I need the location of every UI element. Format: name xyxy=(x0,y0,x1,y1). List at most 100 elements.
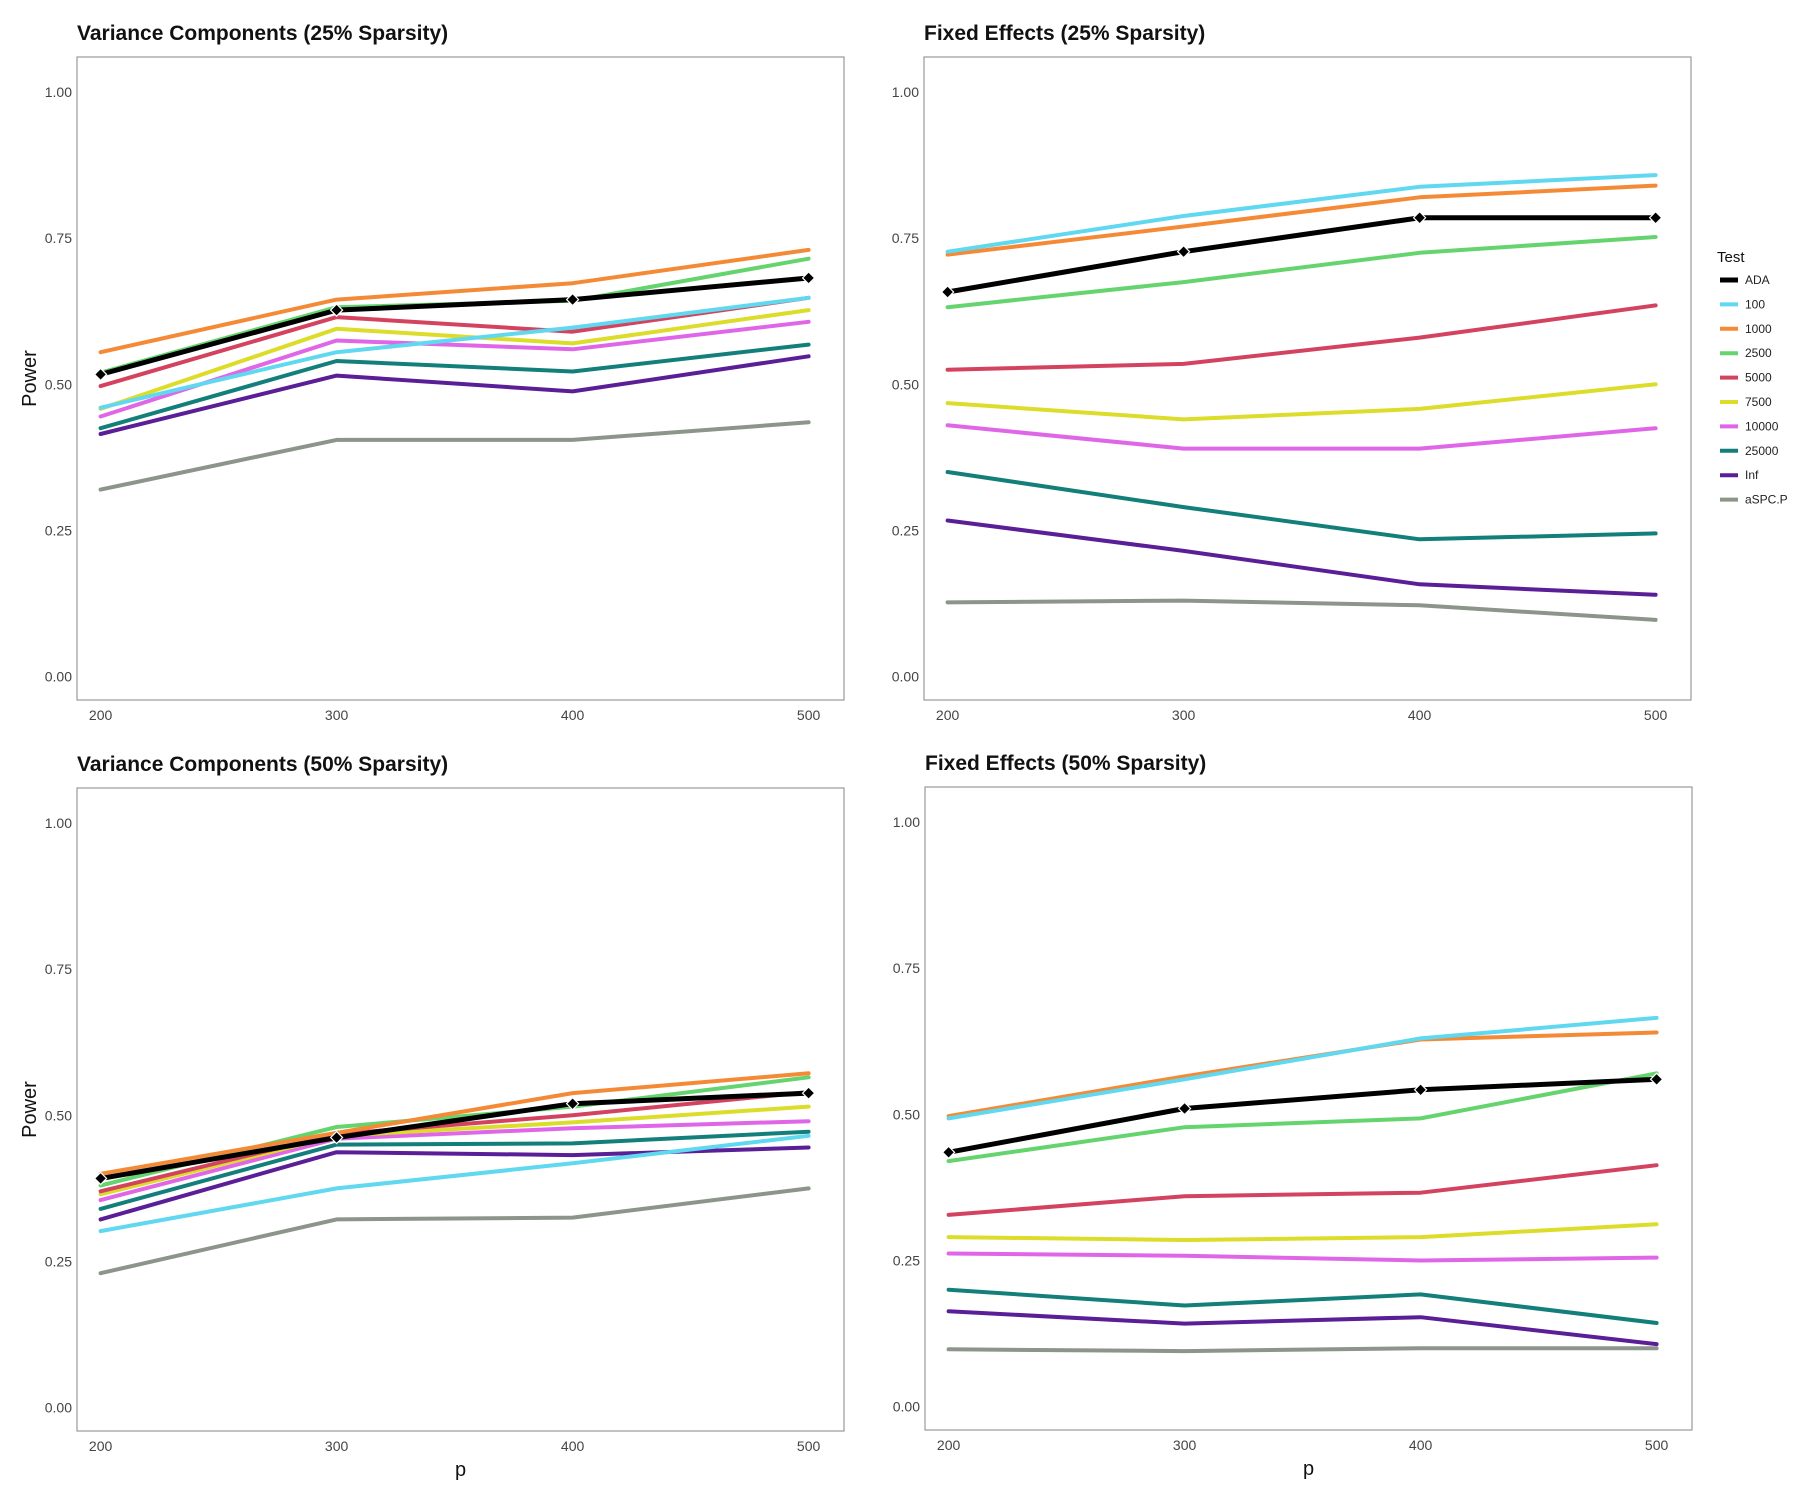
plot-border xyxy=(76,787,845,1432)
panel-1: Variance Components (25% Sparsity) 0.00 0.… xyxy=(19,22,845,723)
series-line-7500 xyxy=(945,382,1658,422)
x-tick-label: 300 xyxy=(325,1438,349,1454)
x-tick-label: 500 xyxy=(797,707,821,723)
data-point-ada xyxy=(1176,244,1191,259)
series-line-aspc-p xyxy=(945,598,1658,622)
series-line-inf xyxy=(98,354,811,436)
y-tick-label: 0.75 xyxy=(892,230,919,246)
y-tick-label: 0.75 xyxy=(45,230,72,246)
series-line-ada xyxy=(946,1076,1660,1155)
series-line-1000 xyxy=(98,247,811,355)
series-line-5000 xyxy=(98,1090,811,1194)
legend-label: 100 xyxy=(1745,297,1765,311)
x-tick-label: 400 xyxy=(1409,1437,1433,1453)
data-point-ada xyxy=(565,1096,580,1111)
y-tick-label: 1.00 xyxy=(45,84,72,100)
panel-4: Fixed Effects (50% Sparsity) 0.00 0.25 0.50… xyxy=(893,752,1693,1480)
series-line-25000 xyxy=(946,1287,1659,1325)
panels: Variance Components (25% Sparsity) 0.00 0.… xyxy=(19,22,1693,1481)
legend-item-aspc-p: aSPC.P xyxy=(1720,493,1788,507)
panel-title: Variance Components (25% Sparsity) xyxy=(77,22,448,45)
x-axis-label: p xyxy=(455,1459,466,1481)
series-line-5000 xyxy=(945,303,1658,372)
data-point-ada xyxy=(1413,1082,1428,1097)
panel-2: Fixed Effects (25% Sparsity) 0.00 0.25 0.50… xyxy=(892,22,1692,723)
data-point-ada xyxy=(1648,210,1663,225)
legend-item-1000: 1000 xyxy=(1720,322,1772,336)
y-tick-label: 0.25 xyxy=(892,522,919,538)
y-tick-label: 0.50 xyxy=(45,376,72,392)
series-line-100 xyxy=(98,1133,811,1234)
legend-label: 25000 xyxy=(1745,444,1779,458)
y-tick-label: 0.00 xyxy=(45,669,72,685)
x-tick-label: 200 xyxy=(89,707,113,723)
y-tick-label: 0.00 xyxy=(45,1400,72,1416)
data-point-ada xyxy=(1177,1101,1192,1116)
legend-item-100: 100 xyxy=(1720,297,1765,311)
x-tick-label: 200 xyxy=(89,1438,113,1454)
series-line-inf xyxy=(946,1309,1659,1347)
y-axis-label: Power xyxy=(19,350,41,407)
legend-item-2500: 2500 xyxy=(1720,346,1772,360)
x-tick-label: 300 xyxy=(1172,707,1196,723)
legend-label: 2500 xyxy=(1745,346,1772,360)
series-line-5000 xyxy=(98,295,811,389)
x-tick-label: 400 xyxy=(561,1438,585,1454)
legend-label: ADA xyxy=(1745,273,1770,287)
legend-item-25000: 25000 xyxy=(1720,444,1779,458)
panel-title: Fixed Effects (50% Sparsity) xyxy=(925,752,1206,775)
data-point-ada xyxy=(941,1145,956,1160)
data-point-ada xyxy=(93,367,108,382)
data-point-ada xyxy=(940,285,955,299)
series-line-10000 xyxy=(98,1119,811,1203)
series-line-100 xyxy=(946,1015,1659,1121)
series-line-aspc-p xyxy=(98,420,811,492)
series-line-ada xyxy=(945,215,1659,295)
data-point-ada xyxy=(565,292,580,307)
series-line-aspc-p xyxy=(98,1186,811,1276)
y-tick-label: 0.00 xyxy=(893,1399,920,1415)
x-tick-label: 300 xyxy=(1173,1437,1197,1453)
series-line-10000 xyxy=(945,423,1658,451)
series-line-7500 xyxy=(98,308,811,411)
y-tick-label: 0.25 xyxy=(45,522,72,538)
y-tick-label: 0.50 xyxy=(892,376,919,392)
legend-label: 7500 xyxy=(1745,395,1772,409)
x-axis-label: p xyxy=(1303,1458,1314,1480)
series-line-7500 xyxy=(98,1104,811,1197)
series-line-100 xyxy=(945,173,1658,254)
data-point-ada xyxy=(93,1171,108,1186)
x-tick-label: 400 xyxy=(561,707,585,723)
y-axis-label: Power xyxy=(19,1081,41,1138)
y-tick-label: 1.00 xyxy=(893,814,920,830)
y-tick-label: 1.00 xyxy=(892,84,919,100)
y-tick-label: 1.00 xyxy=(45,815,72,831)
legend-title: Test xyxy=(1717,249,1745,266)
y-tick-label: 0.25 xyxy=(45,1253,72,1269)
x-tick-label: 300 xyxy=(325,707,349,723)
y-tick-label: 0.75 xyxy=(45,961,72,977)
y-tick-label: 0.25 xyxy=(893,1252,920,1268)
series-line-inf xyxy=(945,518,1658,597)
legend-label: 10000 xyxy=(1745,419,1779,433)
data-point-ada xyxy=(1649,1072,1664,1087)
legend-label: 1000 xyxy=(1745,322,1772,336)
panel-title: Variance Components (50% Sparsity) xyxy=(77,753,448,776)
data-point-ada xyxy=(801,1086,816,1100)
x-tick-label: 500 xyxy=(797,1438,821,1454)
plot-border xyxy=(76,56,845,701)
series-line-1000 xyxy=(98,1071,811,1176)
series-line-10000 xyxy=(946,1251,1659,1263)
series-line-100 xyxy=(98,295,811,410)
data-point-ada xyxy=(329,1130,344,1145)
data-point-ada xyxy=(801,271,816,285)
y-tick-label: 0.50 xyxy=(893,1106,920,1122)
legend-item-5000: 5000 xyxy=(1720,371,1772,385)
series-line-25000 xyxy=(98,342,811,431)
legend-item-inf: Inf xyxy=(1720,468,1759,482)
x-tick-label: 200 xyxy=(937,1437,961,1453)
x-tick-label: 500 xyxy=(1644,707,1668,723)
